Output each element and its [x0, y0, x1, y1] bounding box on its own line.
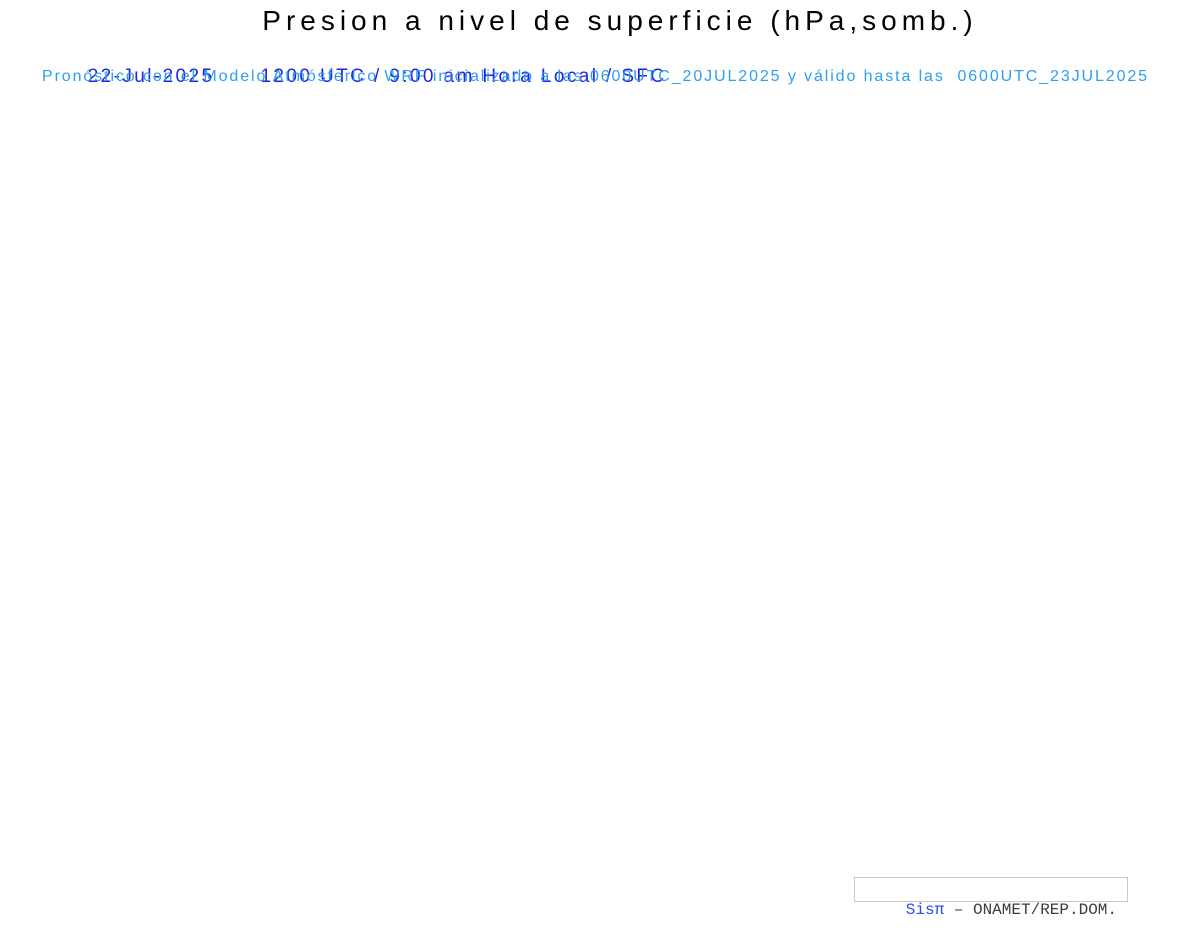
- valid-date: 22-Jul-2025: [87, 66, 215, 87]
- watermark-agency: – ONAMET/REP.DOM.: [944, 901, 1117, 919]
- forecast-info-line: Pronóstico con el Modelo Atmósferico WRF…: [42, 68, 1149, 85]
- valid-time: 1200 UTC / 9:00 am Hora Local / SFC: [260, 66, 667, 87]
- valid-datetime-line: 22-Jul-2025 1200 UTC / 9:00 am Hora Local…: [57, 44, 667, 110]
- watermark-app-name: Sisπ: [905, 901, 945, 919]
- page-title: Presion a nivel de superficie (hPa,somb.…: [262, 5, 978, 36]
- watermark-badge: Sisπ – ONAMET/REP.DOM.: [854, 877, 1128, 919]
